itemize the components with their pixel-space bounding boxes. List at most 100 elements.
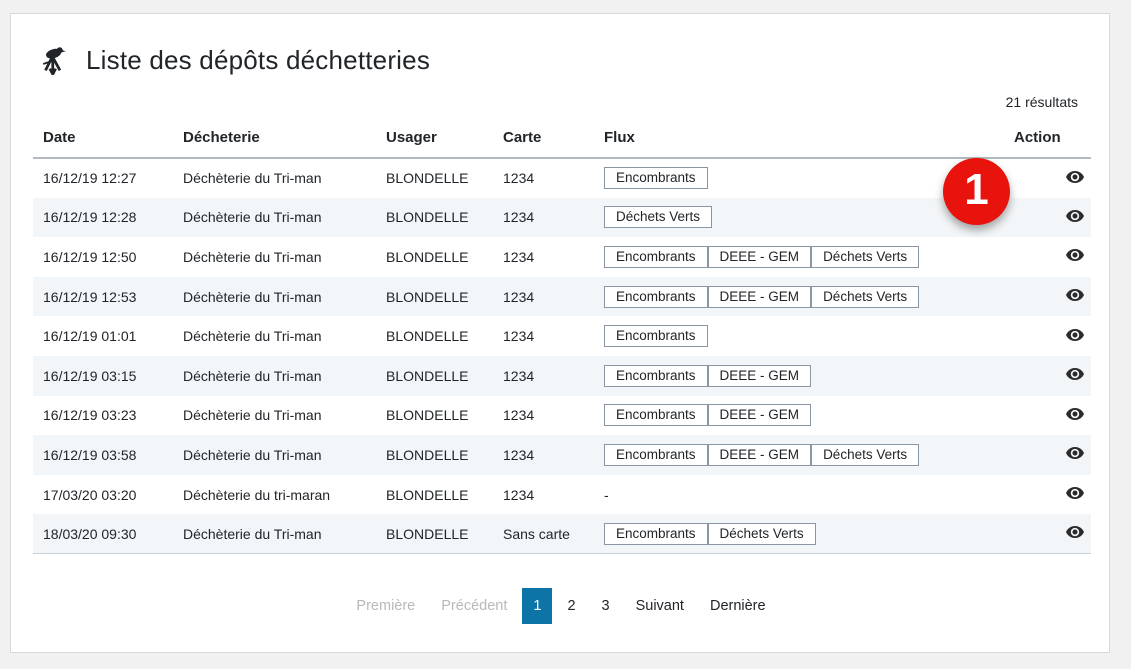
eye-icon	[1066, 170, 1084, 183]
cell-card: 1234	[503, 328, 535, 345]
column-header-action: Action	[1014, 121, 1091, 159]
cell-user: BLONDELLE	[386, 170, 469, 187]
flux-badges: Déchets Verts	[604, 206, 1014, 229]
cell-site: Déchèterie du Tri-man	[183, 248, 322, 265]
cell-date: 18/03/20 09:30	[43, 525, 137, 542]
cell-site: Déchèterie du Tri-man	[183, 407, 322, 424]
flux-badge: Encombrants	[604, 522, 708, 545]
flux-badges: Encombrants DEEE - GEM Déchets Verts	[604, 285, 1014, 308]
flux-badge: Déchets Verts	[604, 206, 713, 229]
cell-card: 1234	[503, 407, 535, 424]
pagination-item-2[interactable]: 2	[567, 598, 576, 615]
flux-badges: Encombrants DEEE - GEM Déchets Verts	[604, 245, 1014, 268]
deposits-bird-icon	[42, 47, 66, 75]
cell-user: BLONDELLE	[386, 367, 469, 384]
flux-badge: DEEE - GEM	[707, 285, 812, 308]
flux-badge: Encombrants	[604, 443, 708, 466]
column-header-site: Décheterie	[183, 121, 386, 159]
flux-badges: Encombrants DEEE - GEM Déchets Verts	[604, 443, 1014, 466]
flux-badge: DEEE - GEM	[707, 245, 812, 268]
cell-date: 16/12/19 12:27	[43, 170, 137, 187]
cell-site: Déchèterie du Tri-man	[183, 367, 322, 384]
pagination-item-première: Première	[356, 598, 416, 615]
pagination-item-dernière[interactable]: Dernière	[709, 598, 766, 615]
eye-icon	[1066, 249, 1084, 262]
eye-icon	[1066, 289, 1084, 302]
flux-badge: Encombrants	[604, 364, 708, 387]
annotation-badge-1: 1	[943, 158, 1010, 225]
flux-badges: Encombrants DEEE - GEM	[604, 364, 1014, 387]
cell-user: BLONDELLE	[386, 288, 469, 305]
page-title: Liste des dépôts déchetteries	[86, 44, 431, 75]
eye-icon	[1066, 447, 1084, 460]
cell-flux: Encombrants DEEE - GEM	[604, 396, 1014, 436]
table-row: 16/12/19 01:01 Déchèterie du Tri-man BLOND…	[33, 316, 1091, 356]
flux-badge: DEEE - GEM	[707, 443, 812, 466]
cell-user: BLONDELLE	[386, 209, 469, 226]
cell-date: 16/12/19 12:50	[43, 248, 137, 265]
flux-badge: Déchets Verts	[811, 285, 920, 308]
cell-user: BLONDELLE	[386, 328, 469, 345]
flux-badge: Déchets Verts	[811, 443, 920, 466]
pagination-item-précédent: Précédent	[441, 598, 508, 615]
cell-site: Déchèterie du Tri-man	[183, 328, 322, 345]
cell-user: BLONDELLE	[386, 446, 469, 463]
flux-badge: Déchets Verts	[707, 522, 816, 545]
flux-badge: Encombrants	[604, 285, 708, 308]
cell-card: 1234	[503, 367, 535, 384]
cell-site: Déchèterie du Tri-man	[183, 170, 322, 187]
cell-card: 1234	[503, 288, 535, 305]
column-header-flux: Flux	[604, 121, 1014, 159]
view-deposit-button[interactable]	[1065, 404, 1085, 424]
view-deposit-button[interactable]	[1065, 167, 1085, 187]
table-row: 16/12/19 03:15 Déchèterie du Tri-man BLOND…	[33, 355, 1091, 396]
cell-card: 1234	[503, 209, 535, 226]
flux-badge: Encombrants	[604, 404, 708, 427]
flux-badges: Encombrants	[604, 167, 1014, 190]
table-row: 16/12/19 12:27 Déchèterie du Tri-man BLOND…	[33, 158, 1091, 198]
pagination-item-suivant[interactable]: Suivant	[635, 598, 684, 615]
cell-action	[1014, 158, 1091, 198]
deposits-list-card: Liste des dépôts déchetteries 21 résulta…	[10, 13, 1110, 653]
column-header-card: Carte	[503, 121, 604, 159]
pagination: Première Précédent 1 2 3 Suivant Dernière	[33, 588, 1089, 625]
eye-icon	[1066, 526, 1084, 539]
table-row: 18/03/20 09:30 Déchèterie du Tri-man BLOND…	[33, 514, 1091, 554]
cell-user: BLONDELLE	[386, 248, 469, 265]
cell-flux: Encombrants DEEE - GEM Déchets Verts	[604, 435, 1014, 475]
flux-badge: DEEE - GEM	[707, 404, 812, 427]
view-deposit-button[interactable]	[1065, 443, 1085, 463]
cell-flux: -	[604, 486, 609, 503]
flux-badge: DEEE - GEM	[707, 364, 812, 387]
cell-user: BLONDELLE	[386, 407, 469, 424]
cell-site: Déchèterie du Tri-man	[183, 525, 322, 542]
cell-site: Déchèterie du Tri-man	[183, 446, 322, 463]
eye-icon	[1066, 328, 1084, 341]
cell-flux: Encombrants Déchets Verts	[604, 514, 1014, 554]
view-deposit-button[interactable]	[1065, 483, 1085, 503]
cell-card: Sans carte	[503, 525, 570, 542]
view-deposit-button[interactable]	[1065, 245, 1085, 265]
pagination-item-3[interactable]: 3	[601, 598, 610, 615]
cell-action	[1014, 435, 1091, 475]
cell-action	[1014, 277, 1091, 317]
table-row: 16/12/19 12:53 Déchèterie du Tri-man BLOND…	[33, 276, 1091, 317]
cell-action	[1014, 514, 1091, 554]
pagination-item-1[interactable]: 1	[522, 588, 553, 625]
view-deposit-button[interactable]	[1065, 364, 1085, 384]
table-row: 16/12/19 12:28 Déchèterie du Tri-man BLOND…	[33, 197, 1091, 238]
column-header-user: Usager	[386, 121, 503, 159]
view-deposit-button[interactable]	[1065, 325, 1085, 345]
view-deposit-button[interactable]	[1065, 285, 1085, 305]
cell-date: 16/12/19 03:15	[43, 367, 137, 384]
eye-icon	[1066, 407, 1084, 420]
view-deposit-button[interactable]	[1065, 522, 1085, 542]
cell-user: BLONDELLE	[386, 486, 469, 503]
cell-site: Déchèterie du Tri-man	[183, 288, 322, 305]
flux-badges: Encombrants DEEE - GEM	[604, 404, 1014, 427]
table-body: 16/12/19 12:27 Déchèterie du Tri-man BLOND…	[33, 158, 1091, 554]
cell-flux: Déchets Verts	[604, 198, 1014, 238]
table-row: 16/12/19 03:58 Déchèterie du Tri-man BLOND…	[33, 435, 1091, 475]
view-deposit-button[interactable]	[1065, 206, 1085, 226]
table-row: 16/12/19 12:50 Déchèterie du Tri-man BLOND…	[33, 237, 1091, 277]
